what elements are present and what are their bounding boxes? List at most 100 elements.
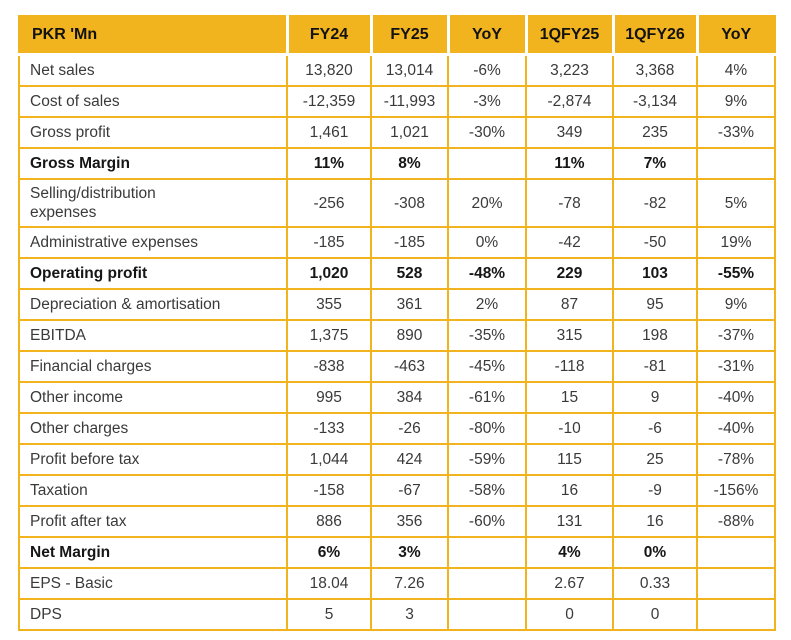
value-cell: -60% <box>447 505 527 538</box>
value-cell: 355 <box>286 288 372 321</box>
table-row-dps: DPS 5 3 0 0 <box>18 598 776 631</box>
value-cell: -81 <box>612 350 698 383</box>
header-cell-fy25-2: FY25 <box>369 15 450 56</box>
table-row-administrative-expenses: Administrative expenses -185 -185 0% -42 -50 1… <box>18 226 776 259</box>
value-cell: -82 <box>612 178 698 228</box>
row-label: Administrative expenses <box>30 234 198 252</box>
value-cell <box>447 536 527 569</box>
value-cell: 0 <box>612 598 698 631</box>
row-label-cell: Net Margin <box>18 536 288 569</box>
value-cell: -40% <box>696 381 776 414</box>
value-cell: -256 <box>286 178 372 228</box>
value-cell: -40% <box>696 412 776 445</box>
value-cell: -118 <box>525 350 614 383</box>
value-cell: 2.67 <box>525 567 614 600</box>
row-label-cell: Cost of sales <box>18 85 288 118</box>
value-cell: -3,134 <box>612 85 698 118</box>
row-label: Gross profit <box>30 124 111 142</box>
value-cell: 0% <box>612 536 698 569</box>
financials-table: PKR 'Mn FY24 FY25 YoY 1QFY25 1QFY26 YoY Net sa… <box>18 15 776 631</box>
table-row-cost-of-sales: Cost of sales -12,359 -11,993 -3% -2,874 -3,1… <box>18 85 776 118</box>
row-label-cell: Other income <box>18 381 288 414</box>
value-cell: 5% <box>696 178 776 228</box>
value-cell: 9% <box>696 85 776 118</box>
value-cell: 198 <box>612 319 698 352</box>
value-cell: -50 <box>612 226 698 259</box>
value-cell: 3% <box>370 536 449 569</box>
row-label: Profit before tax <box>30 451 140 469</box>
value-cell: -78% <box>696 443 776 476</box>
value-cell: 6% <box>286 536 372 569</box>
value-cell: -10 <box>525 412 614 445</box>
value-cell: 20% <box>447 178 527 228</box>
value-cell <box>447 598 527 631</box>
value-cell: -48% <box>447 257 527 290</box>
row-label: DPS <box>30 606 62 624</box>
header-cell-yoy-6: YoY <box>695 15 776 56</box>
value-cell: -6 <box>612 412 698 445</box>
value-cell: -30% <box>447 116 527 149</box>
value-cell: -55% <box>696 257 776 290</box>
table-row-gross-margin: Gross Margin 11% 8% 11% 7% <box>18 147 776 180</box>
value-cell: -33% <box>696 116 776 149</box>
row-label: Depreciation & amortisation <box>30 296 221 314</box>
value-cell: -35% <box>447 319 527 352</box>
value-cell: 103 <box>612 257 698 290</box>
value-cell: 87 <box>525 288 614 321</box>
header-cell-pkr-mn-0: PKR 'Mn <box>18 15 289 56</box>
value-cell: 1,020 <box>286 257 372 290</box>
row-label: Cost of sales <box>30 93 120 111</box>
row-label: Financial charges <box>30 358 152 376</box>
row-label-cell: Financial charges <box>18 350 288 383</box>
row-label: Net Margin <box>30 544 111 562</box>
table-row-ebitda: EBITDA 1,375 890 -35% 315 198 -37% <box>18 319 776 352</box>
value-cell: -6% <box>447 53 527 87</box>
table-header-row: PKR 'Mn FY24 FY25 YoY 1QFY25 1QFY26 YoY <box>18 15 776 56</box>
value-cell <box>447 147 527 180</box>
value-cell: 5 <box>286 598 372 631</box>
value-cell: 13,820 <box>286 53 372 87</box>
value-cell: -58% <box>447 474 527 507</box>
row-label-cell: Profit before tax <box>18 443 288 476</box>
value-cell: 356 <box>370 505 449 538</box>
row-label-cell: Gross profit <box>18 116 288 149</box>
value-cell: -12,359 <box>286 85 372 118</box>
value-cell <box>696 598 776 631</box>
value-cell: 1,021 <box>370 116 449 149</box>
value-cell: 1,461 <box>286 116 372 149</box>
row-label: EBITDA <box>30 327 86 345</box>
value-cell <box>447 567 527 600</box>
value-cell: -463 <box>370 350 449 383</box>
value-cell: 19% <box>696 226 776 259</box>
value-cell: 18.04 <box>286 567 372 600</box>
value-cell: 9% <box>696 288 776 321</box>
header-cell-1qfy25-4: 1QFY25 <box>524 15 615 56</box>
value-cell: 315 <box>525 319 614 352</box>
value-cell: 7% <box>612 147 698 180</box>
value-cell: 4% <box>696 53 776 87</box>
financials-table-container: PKR 'Mn FY24 FY25 YoY 1QFY25 1QFY26 YoY Net sa… <box>18 15 776 631</box>
header-cell-yoy-3: YoY <box>446 15 528 56</box>
value-cell: 11% <box>286 147 372 180</box>
value-cell: 2% <box>447 288 527 321</box>
value-cell: 361 <box>370 288 449 321</box>
value-cell: -308 <box>370 178 449 228</box>
value-cell: 995 <box>286 381 372 414</box>
value-cell: 424 <box>370 443 449 476</box>
table-row-other-income: Other income 995 384 -61% 15 9 -40% <box>18 381 776 414</box>
value-cell: 8% <box>370 147 449 180</box>
row-label-cell: Taxation <box>18 474 288 507</box>
value-cell: 13,014 <box>370 53 449 87</box>
row-label-cell: EBITDA <box>18 319 288 352</box>
value-cell: 11% <box>525 147 614 180</box>
value-cell: 3,368 <box>612 53 698 87</box>
value-cell: -185 <box>370 226 449 259</box>
row-label-cell: Other charges <box>18 412 288 445</box>
value-cell: -61% <box>447 381 527 414</box>
value-cell: -9 <box>612 474 698 507</box>
row-label-cell: Profit after tax <box>18 505 288 538</box>
row-label-cell: EPS - Basic <box>18 567 288 600</box>
row-label: Taxation <box>30 482 88 500</box>
value-cell: 3 <box>370 598 449 631</box>
value-cell: 115 <box>525 443 614 476</box>
